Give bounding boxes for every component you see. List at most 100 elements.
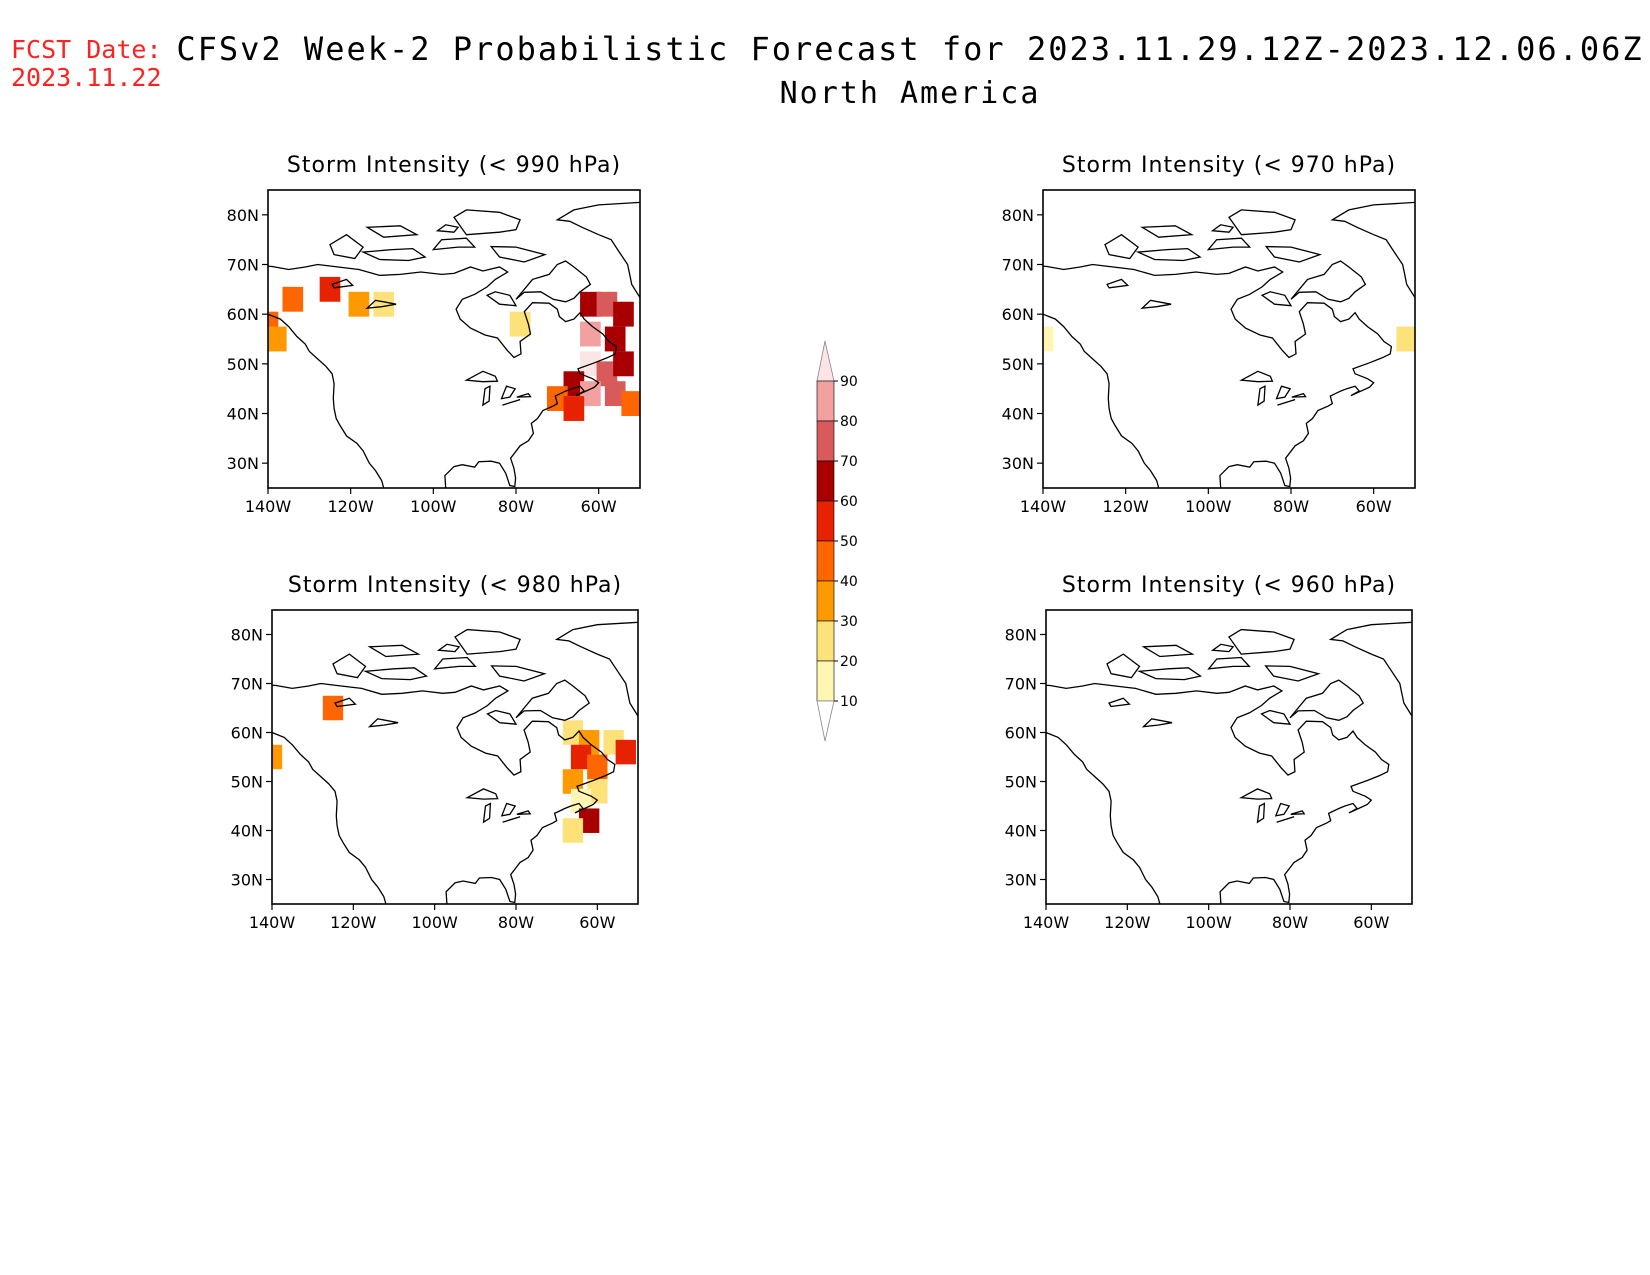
probability-cell [615, 739, 636, 765]
colorbar-label: 60 [840, 494, 858, 510]
lat-tick-label: 30N [227, 454, 259, 473]
coastline [1043, 201, 1415, 488]
lat-tick-label: 50N [227, 355, 259, 374]
colorbar-segment [816, 420, 835, 462]
lon-tick-label: 60W [581, 497, 617, 516]
lat-tick-label: 30N [231, 871, 263, 890]
map-panel-1: Storm Intensity (< 990 hPa) 80N 70N 60N 50N 4… [227, 153, 641, 516]
lat-tick-label: 60N [227, 305, 259, 324]
probability-cell [613, 301, 634, 327]
lon-tick-label: 100W [1185, 497, 1232, 516]
colorbar-segment [816, 660, 835, 702]
colorbar-segment [816, 380, 835, 422]
lon-tick-label: 80W [1272, 913, 1308, 932]
lon-tick-label: 120W [1104, 913, 1151, 932]
lat-tick-label: 70N [1005, 675, 1037, 694]
main-title: CFSv2 Week-2 Probabilistic Forecast for … [176, 30, 1644, 68]
lon-tick-label: 140W [245, 497, 292, 516]
lat-tick-label: 80N [227, 206, 259, 225]
probability-cell [1043, 326, 1054, 352]
probability-cell [282, 286, 304, 312]
forecast-date-label: FCST Date: [11, 35, 162, 64]
coastline [268, 201, 640, 488]
probability-cell [579, 808, 600, 833]
colorbar-label: 40 [840, 574, 858, 590]
lon-tick-label: 100W [1185, 913, 1232, 932]
map-frame [1045, 609, 1413, 905]
colorbar-label: 70 [840, 454, 858, 470]
lat-tick-label: 60N [1002, 305, 1034, 324]
lat-tick-label: 40N [227, 405, 259, 424]
map-panel-3: Storm Intensity (< 980 hPa) 80N 70N 60N 50N 4… [231, 573, 639, 932]
colorbar-segment [816, 460, 835, 502]
probability-cell [562, 818, 584, 843]
lat-tick-label: 80N [231, 626, 263, 645]
map-frame [1042, 189, 1416, 489]
colorbar-label: 80 [840, 414, 858, 430]
probability-cell [621, 391, 640, 416]
colorbar: 10 20 30 40 50 60 70 80 90 [816, 340, 858, 742]
lat-tick-label: 70N [1002, 256, 1034, 275]
lon-tick-label: 120W [330, 913, 377, 932]
probability-cell [587, 754, 608, 780]
lat-tick-label: 40N [1002, 405, 1034, 424]
forecast-date-block: FCST Date: 2023.11.22 [11, 36, 162, 92]
map-panel-4: Storm Intensity (< 960 hPa) 80N 70N 60N 50N 4… [1005, 573, 1413, 932]
colorbar-label: 50 [840, 534, 858, 550]
probability-cell [319, 276, 341, 302]
lon-tick-label: 100W [410, 497, 457, 516]
colorbar-label: 30 [840, 614, 858, 630]
coastline [1046, 621, 1412, 904]
map-frame [267, 189, 641, 489]
lon-tick-label: 60W [579, 913, 615, 932]
lon-tick-label: 80W [1273, 497, 1309, 516]
probability-cell [596, 361, 618, 387]
map-panel-2: Storm Intensity (< 970 hPa) 80N 70N 60N 50N 4… [1002, 153, 1416, 516]
panel-title: Storm Intensity (< 980 hPa) [288, 573, 622, 598]
lon-tick-label: 120W [1102, 497, 1149, 516]
map-frame [271, 609, 639, 905]
lat-tick-label: 50N [1005, 773, 1037, 792]
probability-cell [580, 381, 601, 407]
lat-tick-label: 60N [1005, 724, 1037, 743]
lon-tick-label: 80W [498, 497, 534, 516]
probability-cell [322, 695, 344, 721]
colorbar-top-triangle [816, 340, 835, 382]
colorbar-segment [816, 540, 835, 582]
probability-cell [604, 381, 626, 407]
probability-cell [373, 291, 395, 317]
probability-cell [596, 291, 618, 317]
probability-cell [604, 326, 626, 352]
colorbar-label: 90 [840, 374, 858, 390]
lon-tick-label: 80W [498, 913, 534, 932]
lat-tick-label: 30N [1005, 871, 1037, 890]
lat-tick-label: 60N [231, 724, 263, 743]
forecast-date-value: 2023.11.22 [11, 63, 162, 92]
lat-tick-label: 70N [227, 256, 259, 275]
panel-title: Storm Intensity (< 960 hPa) [1062, 573, 1396, 598]
lat-tick-label: 40N [231, 822, 263, 841]
colorbar-segment [816, 500, 835, 542]
probability-cell [268, 311, 279, 337]
colorbar-bottom-triangle [816, 700, 835, 742]
lat-tick-label: 50N [1002, 355, 1034, 374]
probability-cell [580, 291, 601, 317]
lat-tick-label: 50N [231, 773, 263, 792]
lat-tick-label: 80N [1002, 206, 1034, 225]
probability-cell [272, 744, 283, 770]
lon-tick-label: 140W [249, 913, 296, 932]
lon-tick-label: 140W [1020, 497, 1067, 516]
probability-cell [509, 311, 531, 337]
lat-tick-label: 40N [1005, 822, 1037, 841]
probability-cell [570, 744, 592, 770]
probability-cell [580, 321, 601, 347]
probability-cell [613, 351, 634, 377]
probability-cell [563, 396, 585, 421]
lon-tick-label: 100W [411, 913, 458, 932]
lon-tick-label: 60W [1353, 913, 1389, 932]
panel-title: Storm Intensity (< 970 hPa) [1062, 153, 1396, 178]
lat-tick-label: 80N [1005, 626, 1037, 645]
colorbar-label: 20 [840, 654, 858, 670]
coastline [272, 621, 638, 904]
